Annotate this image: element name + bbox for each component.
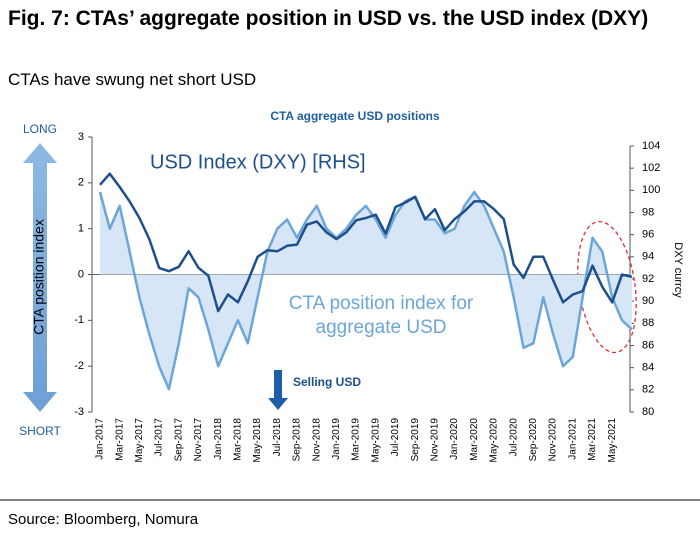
cta-series-label: CTA position index for aggregate USD: [288, 293, 474, 338]
x-tick-label: May-2019: [370, 418, 381, 463]
x-tick-label: Mar-2019: [351, 418, 362, 461]
x-tick-label: May-2021: [607, 418, 618, 463]
x-tick-label: Nov-2019: [430, 418, 441, 462]
y2-tick-label: 92: [642, 273, 654, 285]
x-tick-label: Sep-2019: [410, 418, 421, 462]
y2-tick-label: 88: [642, 317, 654, 329]
line: [99, 172, 633, 313]
long-label: LONG: [23, 122, 57, 136]
chart-title: CTA aggregate USD positions: [270, 109, 440, 123]
x-tick-label: Mar-2017: [114, 418, 125, 461]
y2-axis-label: DXY currcy: [672, 242, 684, 298]
y2-tick-label: 82: [642, 384, 654, 396]
y2-tick-label: 100: [642, 184, 660, 196]
x-tick-label: Sep-2020: [528, 418, 539, 462]
x-tick-label: Nov-2020: [548, 418, 559, 462]
subtitle: CTAs have swung net short USD: [8, 70, 257, 89]
x-tick-label: Mar-2018: [233, 418, 244, 461]
y-tick-label: 0: [78, 268, 84, 280]
page-title: Fig. 7: CTAs’ aggregate position in USD …: [8, 7, 649, 30]
x-tick-label: Jul-2019: [390, 418, 401, 457]
y-tick-label: -1: [74, 314, 84, 326]
y2-tick-label: 86: [642, 339, 654, 351]
y-tick-label: 2: [78, 177, 84, 189]
x-tick-label: Jan-2021: [567, 418, 578, 460]
y2-tick-label: 80: [642, 406, 654, 418]
area: [100, 192, 632, 390]
x-tick-label: Jul-2018: [272, 418, 283, 457]
x-tick-label: Jul-2017: [154, 418, 165, 457]
x-tick-label: May-2020: [489, 418, 500, 463]
y-tick-label: 3: [78, 131, 84, 143]
x-tick-label: Sep-2017: [173, 418, 184, 462]
x-tick-label: Nov-2017: [193, 418, 204, 462]
y2-tick-label: 98: [642, 206, 654, 218]
x-tick-label: Mar-2021: [587, 418, 598, 461]
highlight-ellipse: [577, 220, 637, 354]
y2-tick-label: 84: [642, 362, 654, 374]
source: Source: Bloomberg, Nomura: [8, 511, 199, 528]
x-tick-label: Sep-2018: [292, 418, 303, 462]
down-arrow: [268, 370, 288, 410]
y2-tick-label: 96: [642, 229, 654, 241]
x-tick-label: May-2017: [134, 418, 145, 463]
y-tick-label: -2: [74, 360, 84, 372]
short-label: SHORT: [19, 424, 61, 438]
long-short-arrow: [23, 143, 57, 412]
y-axis-label: CTA position index: [31, 219, 47, 335]
x-tick-label: Nov-2018: [311, 418, 322, 462]
dxy-series-label: USD Index (DXY) [RHS]: [150, 151, 366, 173]
x-tick-label: May-2018: [252, 418, 263, 463]
x-tick-label: Jan-2019: [331, 418, 342, 460]
y2-tick-label: 104: [642, 140, 660, 152]
x-tick-label: Jul-2020: [508, 418, 519, 457]
x-tick-label: Jan-2020: [449, 418, 460, 460]
y-tick-label: 1: [78, 223, 84, 235]
y2-tick-label: 102: [642, 162, 660, 174]
x-tick-label: Mar-2020: [469, 418, 480, 461]
x-tick-label: Jan-2017: [95, 418, 106, 460]
x-tick-label: Jan-2018: [213, 418, 224, 460]
line: [98, 190, 633, 391]
y-tick-label: -3: [74, 406, 84, 418]
selling-label: Selling USD: [293, 375, 361, 389]
y2-tick-label: 94: [642, 251, 654, 263]
y2-tick-label: 90: [642, 295, 654, 307]
